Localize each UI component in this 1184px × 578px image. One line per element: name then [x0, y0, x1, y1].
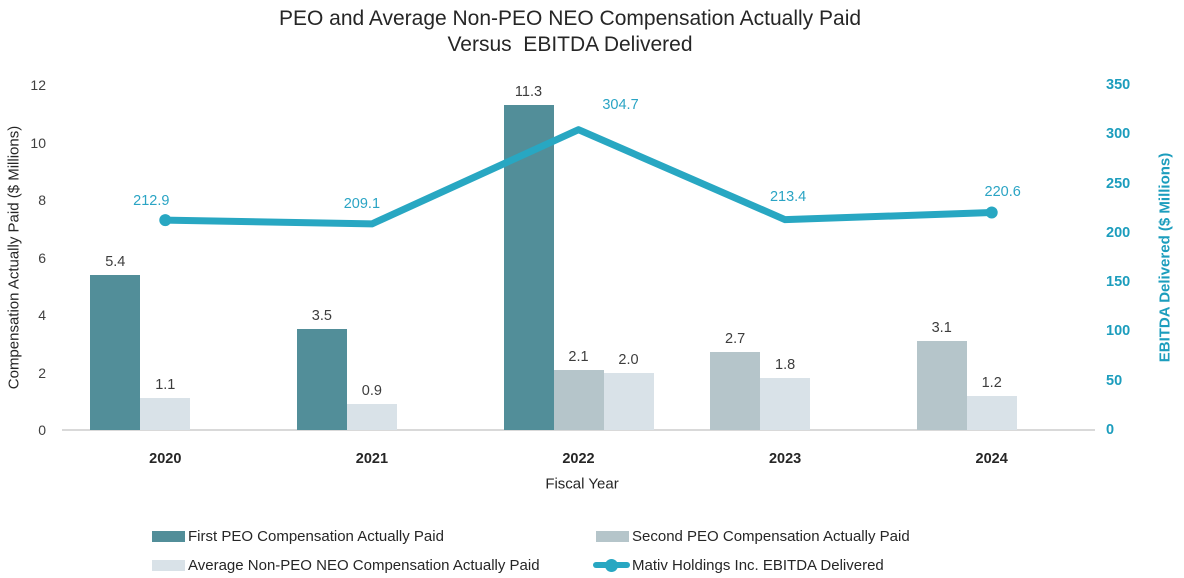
chart-title-line2: Versus EBITDA Delivered: [447, 33, 693, 57]
line-value-label: 209.1: [343, 195, 381, 212]
legend-item: Second PEO Compensation Actually Paid: [596, 527, 910, 545]
legend-swatch: [152, 530, 185, 542]
ebitda-line: [161, 126, 996, 228]
bar-value-label: 3.5: [311, 308, 332, 325]
line-value-label: 304.7: [602, 96, 639, 113]
bar: [90, 274, 141, 430]
chart-title: PEO and Average Non-PEO NEO Compensation…: [0, 6, 1140, 59]
legend-swatch: [596, 530, 629, 542]
legend-item: First PEO Compensation Actually Paid: [152, 527, 444, 545]
left-axis-tick: 12: [30, 77, 46, 93]
bar-value-label: 2.0: [618, 351, 639, 368]
right-axis-tick: 0: [1106, 422, 1115, 438]
bar-value-label: 3.1: [931, 319, 952, 336]
x-axis-tick-label: 2023: [768, 451, 802, 467]
legend-swatch: [152, 559, 185, 571]
legend-line-marker: [593, 559, 630, 572]
bar: [710, 352, 761, 430]
left-axis-tick: 2: [38, 364, 46, 381]
bar: [966, 395, 1017, 430]
legend-item-label: Average Non-PEO NEO Compensation Actuall…: [188, 556, 540, 574]
legend-item-label: Second PEO Compensation Actually Paid: [632, 527, 910, 545]
right-axis-tick: 200: [1106, 224, 1131, 241]
legend-item: Average Non-PEO NEO Compensation Actuall…: [152, 556, 540, 574]
x-axis-tick-label: 2022: [562, 451, 595, 467]
bar-value-label: 11.3: [514, 84, 543, 101]
right-axis-tick: 50: [1106, 372, 1123, 389]
left-axis-tick: 10: [30, 134, 46, 151]
chart-title-line1: PEO and Average Non-PEO NEO Compensation…: [278, 7, 862, 30]
bar-value-label: 0.9: [361, 383, 382, 400]
x-axis-title: Fiscal Year: [545, 475, 619, 493]
bar-value-label: 2.1: [568, 348, 589, 365]
bar: [140, 398, 191, 430]
bar: [760, 378, 811, 430]
right-axis-tick: 150: [1106, 274, 1131, 291]
line-point-marker: [159, 214, 172, 227]
bar: [346, 404, 397, 430]
bar: [553, 369, 604, 430]
right-axis-tick: 350: [1106, 77, 1131, 93]
left-axis-tick: 4: [38, 307, 46, 323]
legend-line-dot: [605, 559, 618, 572]
legend-item-label: First PEO Compensation Actually Paid: [188, 527, 444, 545]
line-point-marker: [985, 206, 998, 219]
x-axis-tick-label: 2021: [355, 451, 389, 467]
bar-value-label: 1.2: [981, 374, 1002, 391]
line-value-label: 220.6: [984, 183, 1021, 200]
left-axis-tick: 8: [38, 192, 46, 208]
bar-value-label: 5.4: [105, 253, 126, 270]
legend-item-label: Mativ Holdings Inc. EBITDA Delivered: [632, 556, 884, 574]
right-axis-tick: 250: [1106, 175, 1131, 192]
bar: [296, 329, 347, 430]
right-axis-tick: 300: [1106, 126, 1131, 143]
line-value-label: 212.9: [133, 193, 170, 210]
line-value-label: 213.4: [769, 188, 807, 205]
x-axis-tick-label: 2020: [149, 451, 182, 467]
bar-value-label: 2.7: [725, 331, 746, 348]
x-axis-line: [62, 429, 1095, 431]
x-axis-tick-label: 2024: [975, 451, 1008, 467]
legend-item: Mativ Holdings Inc. EBITDA Delivered: [593, 556, 884, 574]
right-axis-tick: 100: [1106, 323, 1131, 340]
bar-value-label: 1.1: [155, 377, 176, 394]
left-axis-tick: 0: [38, 422, 46, 438]
left-axis-tick: 6: [38, 249, 46, 266]
bar: [916, 340, 967, 430]
bar: [603, 372, 654, 430]
bar-value-label: 1.8: [775, 357, 796, 374]
